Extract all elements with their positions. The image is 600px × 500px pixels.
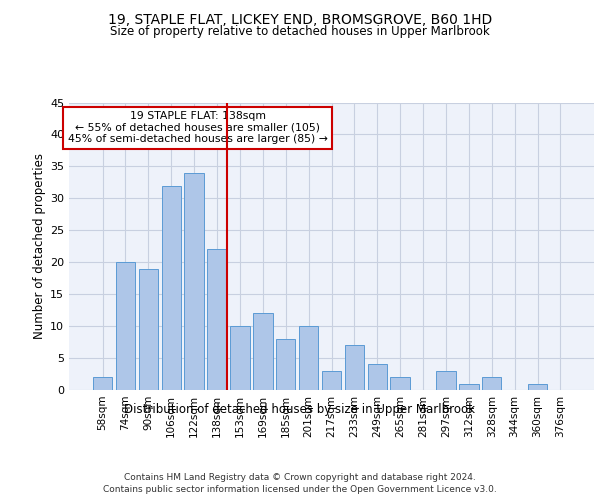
Text: 19, STAPLE FLAT, LICKEY END, BROMSGROVE, B60 1HD: 19, STAPLE FLAT, LICKEY END, BROMSGROVE,… [108,12,492,26]
Bar [230,326,250,390]
Y-axis label: Number of detached properties: Number of detached properties [33,153,46,340]
Bar [208,250,227,390]
Bar [116,262,135,390]
Bar [184,173,204,390]
Bar [139,268,158,390]
Bar [436,371,455,390]
Bar [253,314,272,390]
Bar [391,377,410,390]
Text: Contains public sector information licensed under the Open Government Licence v3: Contains public sector information licen… [103,485,497,494]
Bar [276,339,295,390]
Bar [482,377,502,390]
Bar [528,384,547,390]
Bar [322,371,341,390]
Bar [93,377,112,390]
Bar [161,186,181,390]
Bar [368,364,387,390]
Bar [344,346,364,390]
Bar [299,326,319,390]
Text: Distribution of detached houses by size in Upper Marlbrook: Distribution of detached houses by size … [125,402,476,415]
Text: Size of property relative to detached houses in Upper Marlbrook: Size of property relative to detached ho… [110,25,490,38]
Text: Contains HM Land Registry data © Crown copyright and database right 2024.: Contains HM Land Registry data © Crown c… [124,472,476,482]
Bar [459,384,479,390]
Text: 19 STAPLE FLAT: 138sqm
← 55% of detached houses are smaller (105)
45% of semi-de: 19 STAPLE FLAT: 138sqm ← 55% of detached… [68,111,328,144]
